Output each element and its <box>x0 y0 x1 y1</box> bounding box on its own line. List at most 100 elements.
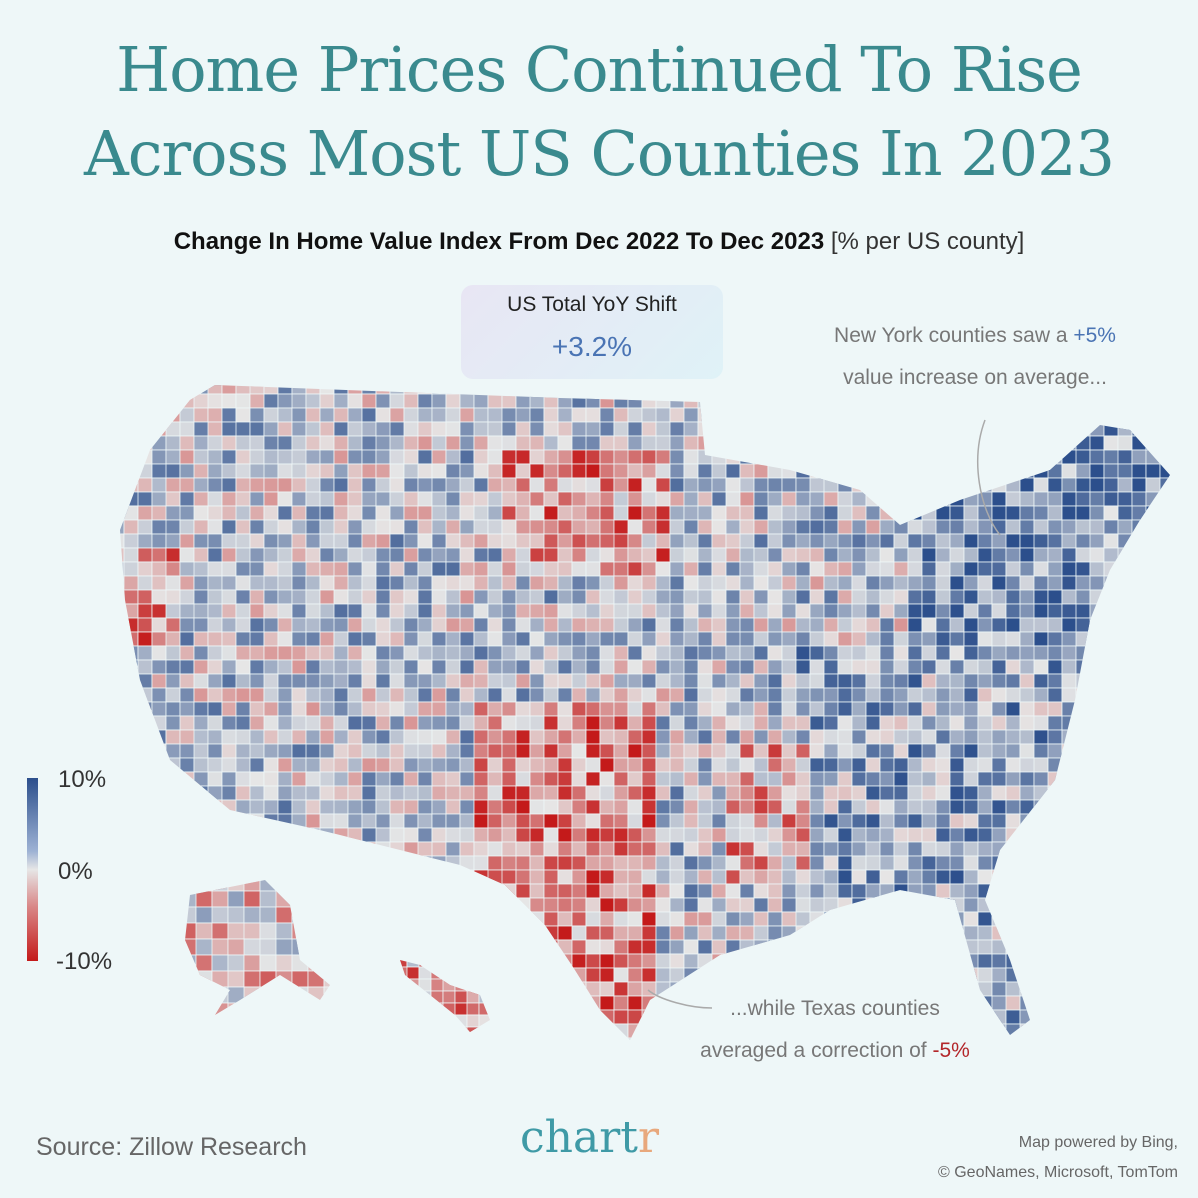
county-cell <box>418 1002 432 1016</box>
county-cell <box>585 421 601 437</box>
county-cell <box>347 925 363 941</box>
county-cell <box>459 953 489 969</box>
county-cell <box>473 855 489 871</box>
county-cell <box>347 631 363 647</box>
county-cell <box>655 491 671 507</box>
county-cell <box>195 1002 213 1015</box>
county-cell <box>487 687 503 703</box>
county-cell <box>809 533 825 549</box>
county-cell <box>193 547 209 563</box>
county-cell <box>1117 855 1147 871</box>
county-cell <box>711 435 727 451</box>
county-cell <box>921 841 937 857</box>
county-cell <box>977 883 1007 899</box>
county-cell <box>543 1009 573 1025</box>
county-cell <box>179 995 195 1011</box>
county-cell <box>725 869 741 885</box>
county-cell <box>1117 743 1133 759</box>
county-cell <box>445 575 461 591</box>
county-cell <box>641 897 657 913</box>
county-cell <box>795 687 811 703</box>
county-cell <box>1089 953 1105 969</box>
county-cell <box>613 1037 629 1040</box>
county-cell <box>963 967 979 983</box>
county-cell <box>1117 967 1133 983</box>
county-cell <box>211 922 229 940</box>
county-cell <box>491 979 503 991</box>
county-cell <box>683 575 699 591</box>
county-cell <box>739 519 755 535</box>
county-cell <box>529 813 545 829</box>
county-cell <box>879 715 895 731</box>
county-cell <box>1131 897 1161 913</box>
county-cell <box>1005 925 1021 941</box>
county-cell <box>1075 421 1091 437</box>
county-cell <box>571 617 587 633</box>
county-cell <box>459 631 475 647</box>
county-cell <box>1131 687 1147 703</box>
county-cell <box>185 954 197 972</box>
county-cell <box>431 561 447 577</box>
county-cell <box>277 463 293 479</box>
county-cell <box>1131 1009 1147 1025</box>
county-cell <box>767 799 783 815</box>
county-cell <box>599 939 615 955</box>
county-cell <box>641 519 657 535</box>
county-cell <box>1019 925 1049 941</box>
county-cell <box>571 1037 587 1040</box>
county-cell <box>403 729 419 745</box>
county-cell <box>739 533 755 549</box>
county-cell <box>1159 617 1170 633</box>
county-cell <box>165 799 181 815</box>
county-cell <box>767 385 797 395</box>
county-cell <box>277 1009 307 1025</box>
county-cell <box>305 421 321 437</box>
county-cell <box>1103 645 1119 661</box>
county-cell <box>361 449 377 465</box>
county-cell <box>165 407 181 423</box>
county-cell <box>277 477 293 493</box>
county-cell <box>333 995 349 1011</box>
county-cell <box>179 785 195 801</box>
county-cell <box>263 799 279 815</box>
county-cell <box>165 855 181 871</box>
county-cell <box>1089 897 1119 913</box>
county-cell <box>683 715 699 731</box>
county-cell <box>333 953 349 969</box>
county-cell <box>599 897 615 913</box>
county-cell <box>487 645 503 661</box>
county-cell <box>641 855 657 871</box>
county-cell <box>137 477 153 493</box>
county-cell <box>333 645 349 661</box>
county-cell <box>1103 575 1119 591</box>
county-cell <box>375 1023 405 1039</box>
county-cell <box>1047 547 1063 563</box>
county-cell <box>207 463 223 479</box>
county-cell <box>375 869 391 885</box>
county-cell <box>417 659 433 675</box>
county-cell <box>165 1009 181 1025</box>
legend-max: 10% <box>58 766 107 793</box>
county-cell <box>1005 827 1021 843</box>
county-cell <box>120 407 125 423</box>
county-cell <box>1033 435 1049 451</box>
county-cell <box>879 435 909 451</box>
county-cell <box>221 617 237 633</box>
county-cell <box>1103 897 1119 913</box>
county-cell <box>543 533 559 549</box>
county-cell <box>585 827 601 843</box>
county-cell <box>207 1037 223 1040</box>
county-cell <box>277 645 293 661</box>
county-cell <box>1047 603 1063 619</box>
county-cell <box>907 827 923 843</box>
county-cell <box>249 631 265 647</box>
county-cell <box>151 869 181 885</box>
county-cell <box>1131 659 1161 675</box>
county-cell <box>991 421 1007 437</box>
county-cell <box>375 897 405 913</box>
county-cell <box>879 939 895 955</box>
county-cell <box>1103 687 1119 703</box>
county-cell <box>1005 757 1021 773</box>
county-cell <box>120 953 125 969</box>
county-cell <box>319 1037 335 1040</box>
